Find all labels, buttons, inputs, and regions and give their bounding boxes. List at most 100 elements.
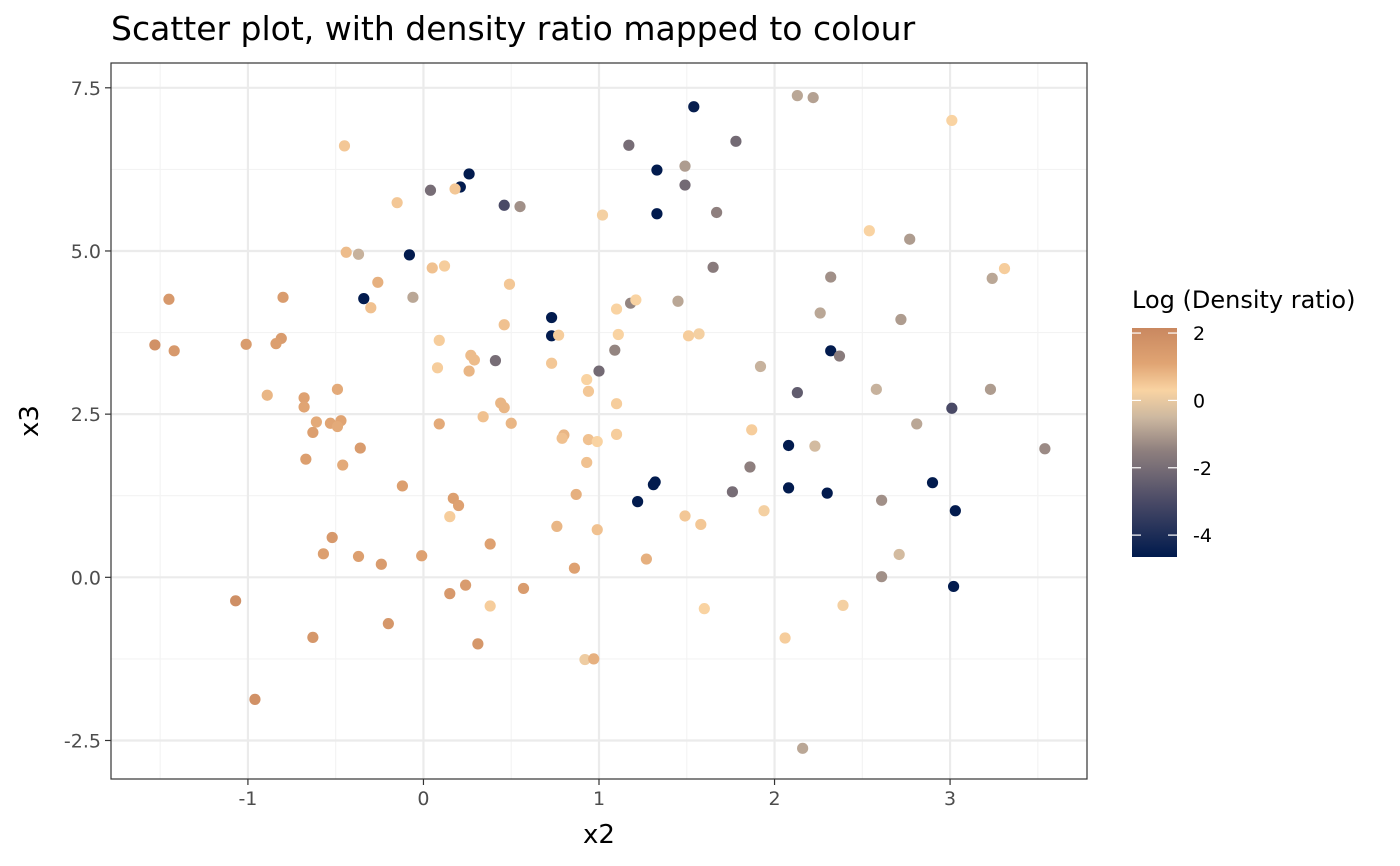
scatter-point bbox=[672, 295, 684, 307]
x-tick-label: 2 bbox=[768, 788, 780, 810]
scatter-point bbox=[407, 291, 419, 303]
scatter-point bbox=[503, 278, 516, 290]
chart-title: Scatter plot, with density ratio mapped … bbox=[111, 9, 916, 48]
scatter-point bbox=[307, 631, 319, 643]
scatter-point bbox=[876, 571, 888, 583]
legend-break-label: -4 bbox=[1193, 525, 1212, 547]
scatter-point bbox=[911, 418, 923, 430]
scatter-point bbox=[498, 402, 510, 414]
scatter-point bbox=[340, 246, 352, 258]
scatter-point bbox=[338, 140, 351, 152]
scatter-point bbox=[825, 271, 837, 283]
scatter-point bbox=[514, 200, 526, 213]
legend-breaks: 2 0 -2 -4 bbox=[1132, 323, 1212, 547]
scatter-point bbox=[307, 426, 319, 439]
x-tick-label: 3 bbox=[944, 788, 956, 810]
scatter-point bbox=[581, 456, 593, 469]
scatter-point bbox=[546, 311, 558, 324]
scatter-point bbox=[331, 383, 344, 395]
scatter-point bbox=[358, 293, 370, 305]
scatter-point bbox=[711, 206, 723, 219]
scatter-point bbox=[424, 184, 437, 196]
scatter-point bbox=[468, 354, 480, 366]
scatter-point bbox=[876, 494, 888, 506]
scatter-point bbox=[651, 208, 663, 220]
scatter-point bbox=[300, 453, 312, 465]
scatter-point bbox=[647, 479, 660, 491]
scatter-point bbox=[582, 385, 595, 397]
scatter-point bbox=[809, 440, 821, 452]
scatter-point bbox=[695, 518, 707, 531]
y-tick-label: 7.5 bbox=[71, 78, 101, 100]
scatter-point bbox=[459, 579, 472, 591]
scatter-point bbox=[688, 101, 700, 113]
scatter-point bbox=[579, 653, 591, 666]
scatter-point bbox=[472, 638, 484, 650]
scatter-point bbox=[949, 505, 961, 517]
scatter-point bbox=[814, 307, 826, 319]
scatter-point bbox=[730, 135, 742, 147]
y-axis-title: x3 bbox=[15, 405, 45, 437]
x-tick-label: 0 bbox=[417, 788, 429, 810]
scatter-point bbox=[679, 510, 691, 522]
scatter-point bbox=[365, 302, 377, 314]
scatter-point bbox=[298, 401, 310, 413]
scatter-point bbox=[249, 693, 261, 705]
scatter-point bbox=[403, 249, 416, 261]
scatter-point bbox=[546, 357, 558, 369]
scatter-point bbox=[331, 420, 344, 433]
scatter-point bbox=[837, 599, 849, 611]
scatter-point bbox=[870, 383, 882, 395]
scatter-point bbox=[1039, 443, 1051, 455]
scatter-point bbox=[163, 293, 175, 305]
scatter-point bbox=[433, 334, 445, 346]
scatter-point bbox=[498, 319, 510, 331]
legend-break-label: 0 bbox=[1193, 390, 1205, 412]
legend-title: Log (Density ratio) bbox=[1132, 286, 1355, 314]
scatter-point bbox=[352, 550, 365, 563]
scatter-point bbox=[782, 482, 795, 494]
legend-break-label: 2 bbox=[1193, 323, 1205, 345]
scatter-point bbox=[391, 197, 403, 209]
scatter-point bbox=[596, 209, 609, 221]
scatter-point bbox=[433, 418, 445, 430]
scatter-point bbox=[754, 360, 767, 373]
scatter-point bbox=[551, 520, 563, 533]
scatter-point bbox=[726, 486, 739, 498]
scatter-point bbox=[168, 345, 180, 357]
color-legend: Log (Density ratio) 2 0 -2 -4 bbox=[1132, 286, 1355, 557]
scatter-point bbox=[782, 439, 795, 452]
y-axis: -2.5 0.0 2.5 5.0 7.5 bbox=[64, 78, 111, 752]
scatter-point bbox=[463, 365, 475, 377]
scatter-point bbox=[807, 91, 819, 104]
scatter-point bbox=[431, 362, 444, 374]
scatter-point bbox=[682, 330, 695, 342]
scatter-point bbox=[791, 387, 803, 399]
scatter-point bbox=[326, 531, 338, 544]
scatter-point bbox=[610, 303, 623, 315]
scatter-point bbox=[610, 398, 623, 410]
scatter-point bbox=[779, 632, 791, 644]
scatter-point bbox=[904, 233, 916, 245]
x-axis: -1 0 1 2 3 bbox=[238, 779, 956, 810]
scatter-point bbox=[375, 558, 387, 570]
scatter-point bbox=[553, 329, 565, 341]
scatter-point bbox=[317, 548, 330, 560]
y-tick-label: 5.0 bbox=[71, 241, 101, 263]
scatter-point bbox=[149, 339, 161, 351]
scatter-point bbox=[484, 600, 496, 612]
scatter-point bbox=[588, 653, 600, 665]
scatter-point bbox=[438, 260, 451, 272]
data-points bbox=[149, 90, 1051, 754]
scatter-point bbox=[632, 496, 644, 508]
scatter-point bbox=[946, 114, 958, 127]
scatter-point bbox=[298, 392, 310, 404]
scatter-point bbox=[797, 742, 809, 754]
scatter-point bbox=[416, 550, 428, 562]
scatter-point bbox=[998, 262, 1011, 275]
scatter-point bbox=[581, 373, 593, 386]
scatter-point bbox=[582, 434, 595, 446]
scatter-point bbox=[352, 248, 365, 260]
scatter-point bbox=[449, 183, 461, 195]
scatter-point bbox=[947, 580, 960, 593]
